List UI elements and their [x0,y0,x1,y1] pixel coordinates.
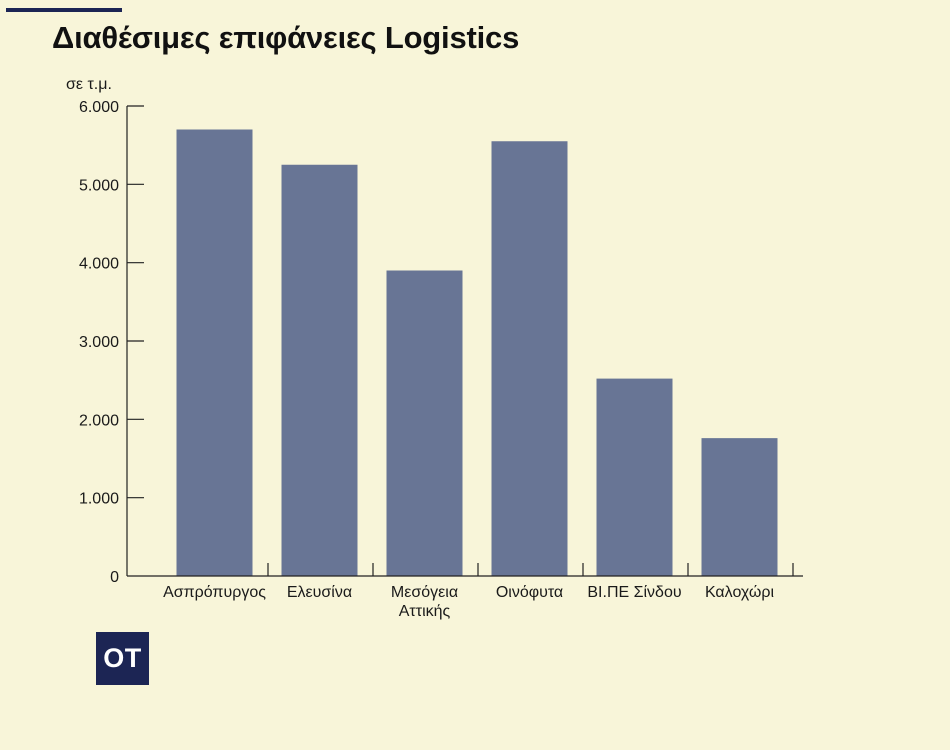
y-tick-label: 1.000 [79,491,119,508]
x-category-label: Αττικής [399,603,451,620]
y-tick-label: 0 [110,569,119,586]
x-category-label: Ασπρόπυργος [163,584,266,601]
y-tick-label: 3.000 [79,334,119,351]
bar [701,438,778,576]
x-category-label: Καλοχώρι [705,584,775,601]
y-axis-unit-label: σε τ.μ. [66,76,112,93]
chart-title: Διαθέσιμες επιφάνειες Logistics [52,20,520,55]
bar [491,141,568,576]
x-axis: Ασπρόπυργος Ελευσίνα Μεσόγεια Αττικής Οινόφυ… [127,563,803,620]
y-axis: σε τ.μ. 0 1.000 2.000 3.000 4.000 5.000 6.000 [66,76,144,586]
y-tick-label: 2.000 [79,412,119,429]
x-category-label: ΒΙ.ΠΕ Σίνδου [587,584,681,601]
x-category-label: Οινόφυτα [496,584,563,601]
x-category-label: Μεσόγεια [391,584,458,601]
bar [386,270,463,576]
top-accent-rule [6,8,122,12]
y-tick-label: 6.000 [79,99,119,116]
bar [281,164,358,576]
bar [596,378,673,576]
bars [176,129,778,576]
bar [176,129,253,576]
y-tick-label: 5.000 [79,177,119,194]
brand-logo: OT [96,632,149,685]
x-category-label: Ελευσίνα [287,584,352,601]
y-tick-label: 4.000 [79,256,119,273]
